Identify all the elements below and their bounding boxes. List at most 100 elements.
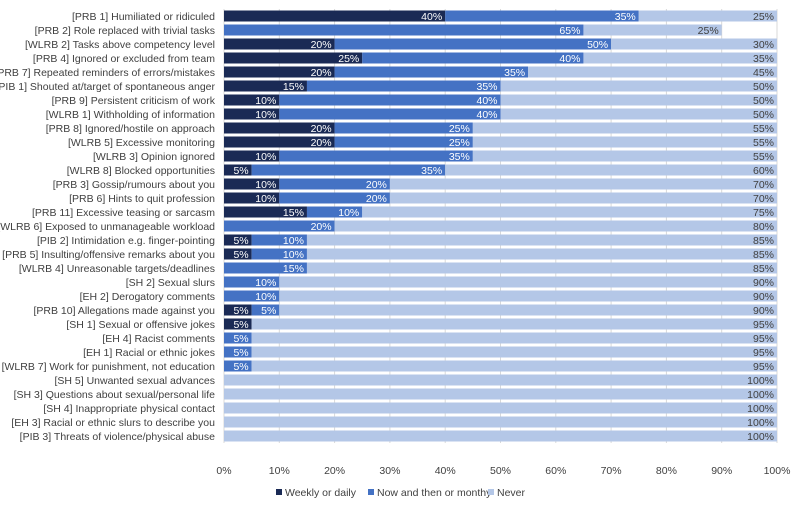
bar-segment xyxy=(224,318,252,330)
bar-segment xyxy=(224,192,280,204)
data-label: 20% xyxy=(311,39,332,51)
bar-segment xyxy=(362,52,584,64)
data-label: 40% xyxy=(476,95,497,107)
data-label: 10% xyxy=(283,235,304,247)
data-label: 55% xyxy=(753,151,774,163)
x-tick-label: 30% xyxy=(379,465,400,477)
data-label: 55% xyxy=(753,137,774,149)
bar-segment xyxy=(389,178,777,190)
bar-segment xyxy=(224,234,252,246)
data-label: 10% xyxy=(255,277,276,289)
data-label: 35% xyxy=(421,165,442,177)
data-label: 90% xyxy=(753,305,774,317)
bar-segment xyxy=(334,122,473,134)
bar-segment xyxy=(334,38,612,50)
category-label: [EH 1] Racial or ethnic jokes xyxy=(83,347,215,359)
bar-segment xyxy=(224,430,777,442)
bar-segment xyxy=(500,80,777,92)
data-label: 85% xyxy=(753,263,774,275)
data-label: 10% xyxy=(255,179,276,191)
bar-segment xyxy=(224,150,280,162)
bar-segment xyxy=(224,220,335,232)
data-label: 100% xyxy=(747,389,774,401)
data-label: 95% xyxy=(753,361,774,373)
data-label: 45% xyxy=(753,67,774,79)
legend-label: Never xyxy=(497,487,526,499)
category-label: [PIB 1] Shouted at/target of spontaneous… xyxy=(0,81,215,93)
bar-segment xyxy=(224,38,335,50)
category-label: [WLRB 2] Tasks above competency level xyxy=(25,39,215,51)
data-label: 15% xyxy=(283,263,304,275)
data-label: 20% xyxy=(311,137,332,149)
category-label: [SH 5] Unwanted sexual advances xyxy=(54,375,215,387)
bar-segment xyxy=(445,164,777,176)
data-label: 70% xyxy=(753,193,774,205)
legend: Weekly or daily Now and then or monthy Nev… xyxy=(276,487,526,499)
category-label: [PRB 4] Ignored or excluded from team xyxy=(33,53,215,65)
data-label: 75% xyxy=(753,207,774,219)
data-label: 5% xyxy=(233,165,248,177)
data-label: 40% xyxy=(421,11,442,23)
bar-segment xyxy=(472,122,777,134)
bar-segment xyxy=(224,108,280,120)
data-label: 100% xyxy=(747,431,774,443)
x-axis: 0% 10% 20% 30% 40% 50% 60% 70% 80% 90% 100% xyxy=(216,465,790,477)
data-label: 35% xyxy=(449,151,470,163)
bar-segment xyxy=(306,248,777,260)
bar-segment xyxy=(251,360,777,372)
data-label: 10% xyxy=(255,151,276,163)
bar-segment xyxy=(224,360,252,372)
data-label: 25% xyxy=(698,25,719,37)
bar-segment xyxy=(279,178,390,190)
bar-segment xyxy=(611,38,777,50)
x-tick-label: 10% xyxy=(269,465,290,477)
bar-segment xyxy=(306,262,777,274)
category-label: [PRB 3] Gossip/rumours about you xyxy=(53,179,215,191)
category-label: [PRB 9] Persistent criticism of work xyxy=(52,95,216,107)
category-label: [EH 2] Derogatory comments xyxy=(80,291,215,303)
bar-segment xyxy=(224,304,252,316)
data-label: 70% xyxy=(753,179,774,191)
data-label: 80% xyxy=(753,221,774,233)
data-label: 95% xyxy=(753,333,774,345)
category-label: [WLRB 6] Exposed to unmanageable workloa… xyxy=(0,221,215,233)
bar-segment xyxy=(251,318,777,330)
bar-segment xyxy=(224,248,252,260)
data-label: 85% xyxy=(753,249,774,261)
data-label: 100% xyxy=(747,403,774,415)
bar-segment xyxy=(224,206,307,218)
data-label: 50% xyxy=(587,39,608,51)
bar-segment xyxy=(224,402,777,414)
data-label: 35% xyxy=(476,81,497,93)
bar-segment xyxy=(279,290,777,302)
category-label: [EH 3] Racial or ethnic slurs to describ… xyxy=(11,417,215,429)
x-tick-label: 20% xyxy=(324,465,345,477)
bar-segment xyxy=(638,10,777,22)
category-label: [WLRB 8] Blocked opportunities xyxy=(67,165,215,177)
bar-segment xyxy=(279,150,473,162)
x-tick-label: 60% xyxy=(545,465,566,477)
bar-segment xyxy=(224,94,280,106)
bar-segment xyxy=(306,80,501,92)
data-label: 10% xyxy=(255,109,276,121)
data-label: 85% xyxy=(753,235,774,247)
data-label: 20% xyxy=(311,123,332,135)
data-labels: 40% 35% 25% 65% 25% 20% 50% 30% 25% 40% 35% 20% 35% 4… xyxy=(233,11,774,443)
category-label: [EH 4] Racist comments xyxy=(102,333,215,345)
bar-segment xyxy=(224,276,280,288)
data-label: 55% xyxy=(753,123,774,135)
category-label: [WLRB 3] Opinion ignored xyxy=(93,151,215,163)
bar-segment xyxy=(306,206,363,218)
data-label: 10% xyxy=(255,193,276,205)
category-label: [PRB 1] Humiliated or ridiculed xyxy=(72,11,215,23)
bar-segment xyxy=(445,10,639,22)
bar-segment xyxy=(279,276,777,288)
x-tick-label: 70% xyxy=(601,465,622,477)
bar-segment xyxy=(224,24,584,36)
data-label: 95% xyxy=(753,347,774,359)
bar-segment xyxy=(472,150,777,162)
category-label: [SH 4] Inappropriate physical contact xyxy=(43,403,215,415)
category-label: [PRB 2] Role replaced with trivial tasks xyxy=(35,25,215,37)
bar-segment xyxy=(224,10,446,22)
